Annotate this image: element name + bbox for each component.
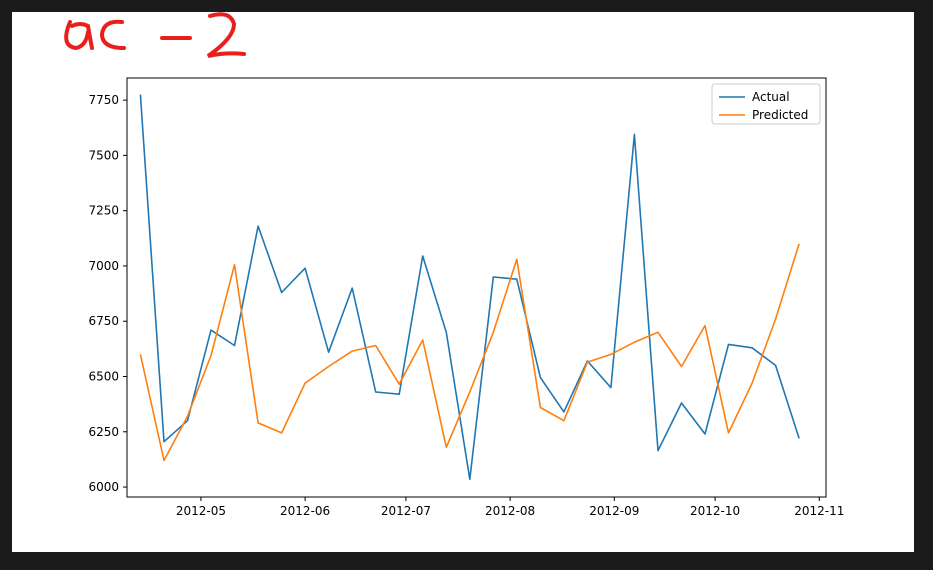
series-line-actual [139,94,800,481]
series-lines [139,94,800,481]
plot-area-frame [126,77,827,498]
y-tick-label: 7500 [88,148,119,162]
handwritten-stroke-c [99,19,126,50]
handwritten-annotation [64,12,246,58]
plot-panel: 6000 6250 6500 6750 7000 7250 7500 7750 2012-05 2… [12,12,914,552]
line-chart: 6000 6250 6500 6750 7000 7250 7500 7750 2012-05 2… [64,12,844,518]
handwritten-stroke-2 [206,12,246,58]
x-tick-label: 2012-10 [690,504,740,518]
x-tick-label: 2012-09 [589,504,639,518]
x-tick-label: 2012-06 [280,504,330,518]
y-tick-label: 6250 [88,425,119,439]
legend: Actual Predicted [711,83,821,125]
legend-label-actual: Actual [752,90,790,104]
y-tick-label: 7000 [88,259,119,273]
x-tick-label: 2012-11 [794,504,844,518]
x-tick-label: 2012-08 [485,504,535,518]
y-tick-label: 6000 [88,480,119,494]
series-line-predicted [139,243,800,462]
legend-label-predicted: Predicted [752,108,808,122]
y-tick-label: 7250 [88,204,119,218]
x-tick-label: 2012-05 [176,504,226,518]
legend-box [711,83,821,125]
x-tick-label: 2012-07 [381,504,431,518]
y-tick-label: 6500 [88,369,119,383]
y-tick-label: 7750 [88,93,119,107]
axes: 6000 6250 6500 6750 7000 7250 7500 7750 2012-05 2… [88,77,844,518]
y-tick-label: 6750 [88,314,119,328]
handwritten-stroke-a [64,20,94,51]
